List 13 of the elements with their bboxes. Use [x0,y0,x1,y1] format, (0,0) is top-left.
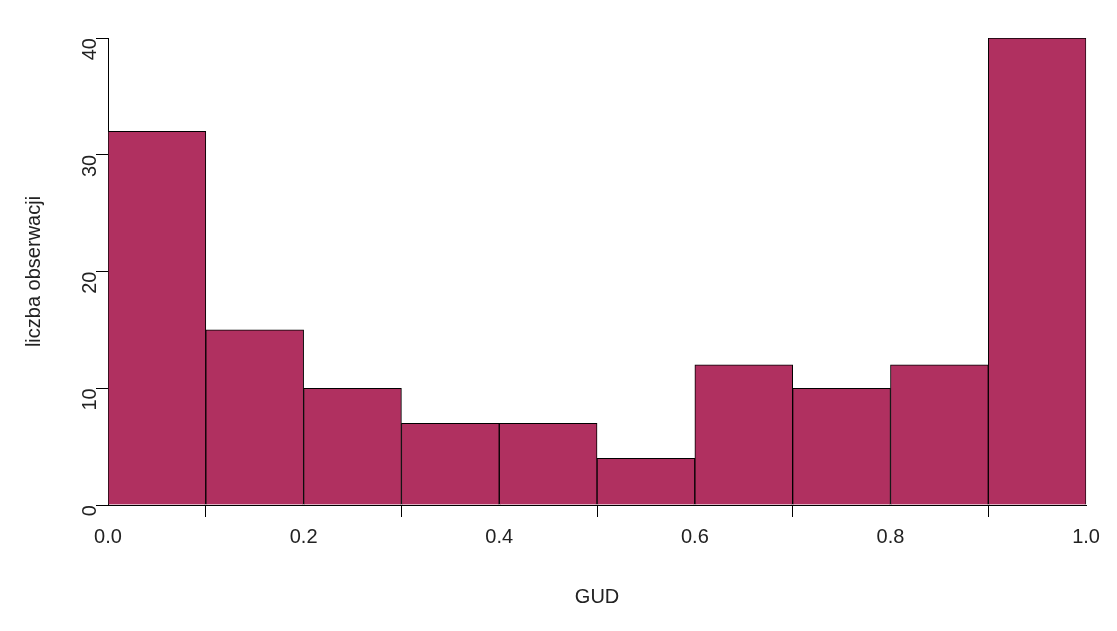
x-tick-label: 1.0 [1072,524,1100,547]
y-tick-label: 20 [77,271,100,294]
y-axis-title: liczba obserwacji [21,195,44,348]
x-tick-label: 0.8 [876,524,905,547]
x-tick-label: 0.6 [680,524,709,547]
y-tick-label: 30 [77,154,100,177]
x-tick-label: 0.4 [485,524,514,547]
x-tick-label: 0.2 [289,524,318,547]
x-axis-title: GUD [574,584,620,607]
x-tick-label: 0.0 [94,524,122,547]
y-tick-label: 40 [77,38,100,61]
y-tick-label: 10 [77,388,100,411]
y-tick-label: 0 [77,505,100,517]
